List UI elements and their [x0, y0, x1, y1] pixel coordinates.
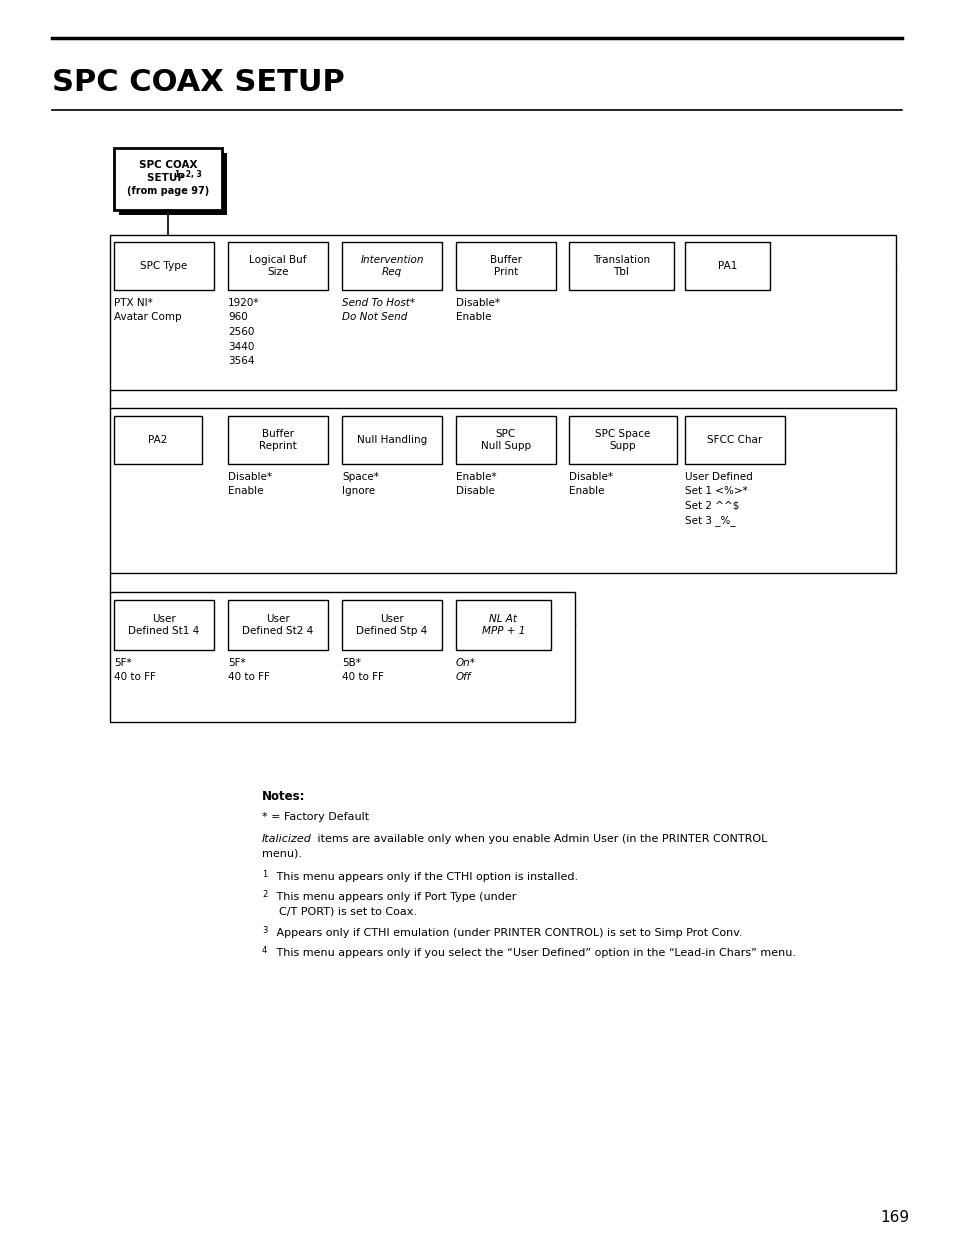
Text: 5B*: 5B* [341, 658, 360, 668]
Bar [228, 600, 328, 650]
Text: Enable: Enable [456, 312, 491, 322]
Text: 1, 2, 3: 1, 2, 3 [174, 170, 201, 179]
Text: 4: 4 [262, 946, 267, 955]
Text: Set 2 ^^$: Set 2 ^^$ [684, 501, 739, 511]
Text: Disable*: Disable* [568, 472, 613, 482]
Text: User
Defined Stp 4: User Defined Stp 4 [356, 614, 427, 636]
Text: Enable: Enable [228, 487, 263, 496]
Text: menu).: menu). [262, 848, 302, 858]
Bar [456, 600, 551, 650]
Bar [341, 416, 441, 464]
Text: C/T PORT) is set to Coax.: C/T PORT) is set to Coax. [278, 906, 416, 916]
Text: On*: On* [456, 658, 476, 668]
Text: User Defined: User Defined [684, 472, 752, 482]
Text: Buffer
Print: Buffer Print [490, 254, 521, 277]
Text: items are available only when you enable Admin User (in the PRINTER CONTROL: items are available only when you enable… [314, 834, 766, 844]
Bar [113, 600, 213, 650]
Text: Disable*: Disable* [456, 298, 499, 308]
Text: 40 to FF: 40 to FF [228, 673, 270, 683]
Text: 1920*: 1920* [228, 298, 259, 308]
Bar [684, 242, 769, 290]
Bar [568, 416, 677, 464]
Text: Set 1 <%>*: Set 1 <%>* [684, 487, 747, 496]
Text: This menu appears only if you select the “User Defined” option in the “Lead-in C: This menu appears only if you select the… [273, 948, 795, 958]
Text: Italicized: Italicized [262, 834, 312, 844]
Text: (from page 97): (from page 97) [127, 186, 209, 196]
Bar [113, 148, 222, 210]
Text: Null Handling: Null Handling [356, 435, 427, 445]
Text: Intervention
Req: Intervention Req [360, 254, 423, 277]
Text: 3564: 3564 [228, 356, 254, 366]
Text: Set 3 _%_: Set 3 _%_ [684, 515, 735, 526]
Text: User
Defined St1 4: User Defined St1 4 [129, 614, 199, 636]
Text: 2: 2 [262, 890, 267, 899]
Text: 40 to FF: 40 to FF [113, 673, 155, 683]
Text: 169: 169 [879, 1210, 908, 1225]
Text: Space*: Space* [341, 472, 378, 482]
Bar [568, 242, 673, 290]
Text: 5F*: 5F* [228, 658, 245, 668]
Text: PA1: PA1 [717, 261, 737, 270]
Text: SPC COAX SETUP: SPC COAX SETUP [52, 68, 344, 98]
Text: Disable: Disable [456, 487, 495, 496]
Text: 3440: 3440 [228, 342, 254, 352]
Text: Enable*: Enable* [456, 472, 497, 482]
Text: Logical Buf
Size: Logical Buf Size [249, 254, 307, 277]
Bar [110, 592, 575, 722]
Text: 3: 3 [262, 926, 267, 935]
Bar [228, 416, 328, 464]
Text: This menu appears only if the CTHI option is installed.: This menu appears only if the CTHI optio… [273, 872, 578, 882]
Text: Enable: Enable [568, 487, 604, 496]
Text: This menu appears only if Port Type (under: This menu appears only if Port Type (und… [273, 892, 516, 902]
Text: Disable*: Disable* [228, 472, 272, 482]
Text: 5F*: 5F* [113, 658, 132, 668]
Text: Avatar Comp: Avatar Comp [113, 312, 181, 322]
Text: SPC COAX: SPC COAX [138, 161, 197, 170]
Text: 1: 1 [262, 869, 267, 879]
Bar [684, 416, 784, 464]
Text: SPC Type: SPC Type [140, 261, 188, 270]
Bar [228, 242, 328, 290]
Text: 40 to FF: 40 to FF [341, 673, 383, 683]
Bar [341, 600, 441, 650]
Text: Translation
Tbl: Translation Tbl [593, 254, 649, 277]
Text: Appears only if CTHI emulation (under PRINTER CONTROL) is set to Simp Prot Conv.: Appears only if CTHI emulation (under PR… [273, 927, 741, 939]
Text: User
Defined St2 4: User Defined St2 4 [242, 614, 314, 636]
Text: Off: Off [456, 673, 471, 683]
Text: NL At
MPP + 1: NL At MPP + 1 [481, 614, 525, 636]
Text: SFCC Char: SFCC Char [706, 435, 761, 445]
Text: SETUP: SETUP [147, 173, 189, 183]
Text: Notes:: Notes: [262, 790, 305, 803]
Bar [113, 242, 213, 290]
Bar [113, 416, 202, 464]
Bar [119, 153, 227, 215]
Bar [341, 242, 441, 290]
Text: 960: 960 [228, 312, 248, 322]
Bar [110, 235, 895, 390]
Text: SPC
Null Supp: SPC Null Supp [480, 429, 531, 451]
Text: SPC Space
Supp: SPC Space Supp [595, 429, 650, 451]
Text: Do Not Send: Do Not Send [341, 312, 407, 322]
Text: Buffer
Reprint: Buffer Reprint [259, 429, 296, 451]
Text: Ignore: Ignore [341, 487, 375, 496]
Bar [456, 242, 556, 290]
Text: Send To Host*: Send To Host* [341, 298, 415, 308]
Text: PTX NI*: PTX NI* [113, 298, 152, 308]
Text: PA2: PA2 [148, 435, 168, 445]
Text: 2560: 2560 [228, 327, 254, 337]
Bar [110, 408, 895, 573]
Bar [456, 416, 556, 464]
Text: * = Factory Default: * = Factory Default [262, 811, 369, 823]
